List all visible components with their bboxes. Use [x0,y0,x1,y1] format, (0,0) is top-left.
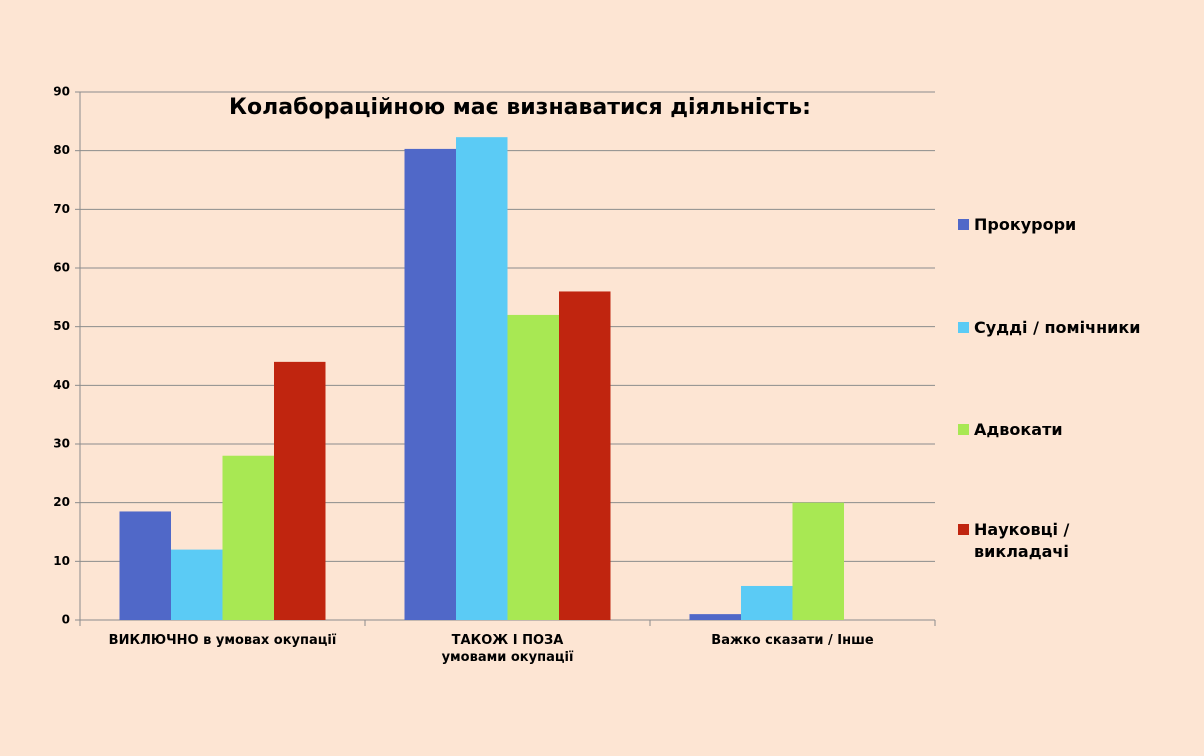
bar [456,137,508,620]
y-tick-label: 0 [62,613,70,627]
y-tick-label: 60 [53,261,70,275]
y-tick-label: 90 [53,85,70,99]
bar [507,314,559,620]
bar [274,361,326,620]
x-tick-label: Важко сказати / Інше [711,633,874,648]
bar [171,549,223,620]
legend-label: Прокурори [974,215,1077,234]
y-tick-label: 10 [53,554,70,568]
legend-label: Судді / помічники [974,318,1141,337]
bar [119,511,171,620]
x-tick-label: ВИКЛЮЧНО в умовах окупації [108,633,337,648]
bar [689,614,741,620]
bar [559,291,611,620]
y-tick-label: 80 [53,143,70,157]
legend-swatch [958,322,969,333]
y-tick-label: 40 [53,378,70,392]
bar [741,585,793,620]
legend-label: Адвокати [974,420,1063,439]
y-tick-label: 70 [53,202,70,216]
legend-swatch [958,524,969,535]
bar [792,502,844,620]
y-tick-label: 30 [53,437,70,451]
x-tick-label: ТАКОЖ І ПОЗА умовами окупації [441,633,574,665]
bar [222,455,274,620]
legend-swatch [958,219,969,230]
legend-swatch [958,424,969,435]
y-tick-label: 50 [53,319,70,333]
chart-title: Колабораційною має визнаватися діяльніст… [229,95,811,120]
bar [404,148,456,620]
legend-label: Науковці / викладачі [974,520,1070,561]
y-tick-label: 20 [53,495,70,509]
